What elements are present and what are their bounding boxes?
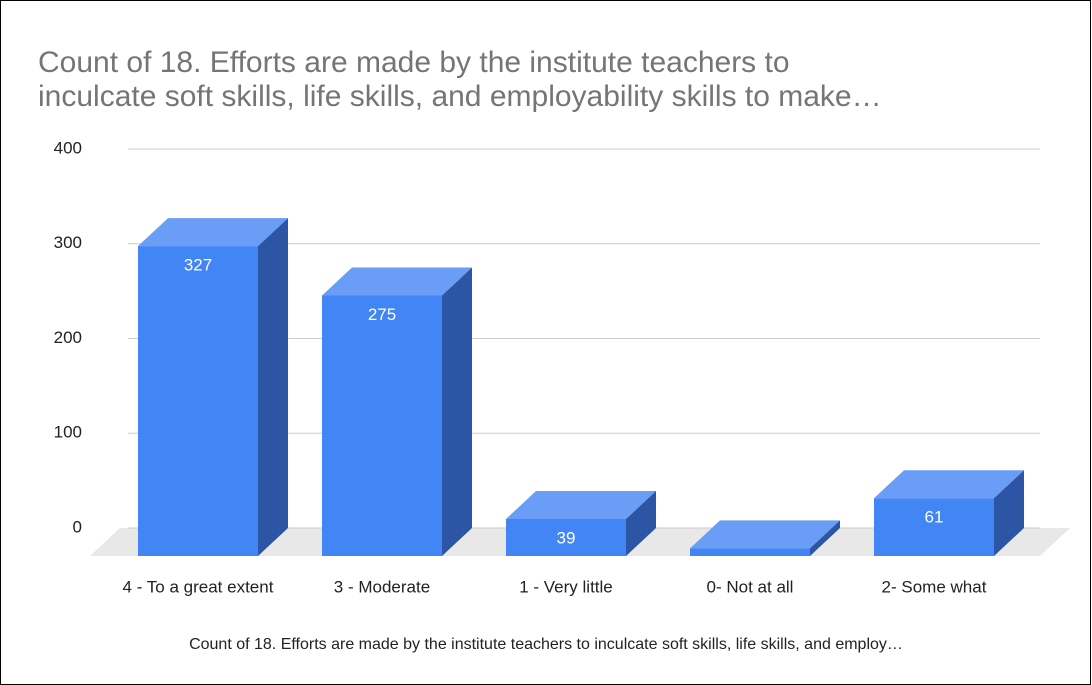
x-tick-label: 0- Not at all: [707, 577, 794, 596]
bar-top: [690, 520, 840, 549]
y-tick-label: 100: [54, 423, 82, 442]
bar: [506, 491, 656, 556]
y-tick-label: 400: [54, 138, 82, 157]
data-label: 39: [557, 529, 576, 548]
bar: [874, 470, 1024, 556]
bar-side: [626, 491, 656, 556]
bar: [690, 520, 840, 556]
x-tick-label: 4 - To a great extent: [123, 577, 274, 596]
bar-top: [506, 491, 656, 520]
data-label: 327: [184, 256, 212, 275]
bar-top: [138, 218, 288, 247]
bar-side: [810, 520, 840, 556]
bar: [322, 267, 472, 556]
bar-front: [138, 246, 258, 557]
data-label: 61: [925, 508, 944, 527]
bar-front: [690, 548, 810, 556]
data-label: 8: [760, 522, 769, 541]
x-tick-label: 3 - Moderate: [334, 577, 430, 596]
data-label: 275: [368, 305, 396, 324]
bar-top: [322, 267, 472, 296]
y-tick-label: 300: [54, 233, 82, 252]
x-tick-label: 1 - Very little: [519, 577, 613, 596]
bar-front: [874, 498, 994, 556]
bar-side: [258, 218, 288, 557]
legend-label: Count of 18. Efforts are made by the ins…: [189, 636, 903, 653]
bar-side: [994, 470, 1024, 556]
y-tick-label: 200: [54, 328, 82, 347]
y-tick-label: 0: [73, 517, 82, 536]
chart-title: Count of 18. Efforts are made by the ins…: [38, 46, 790, 79]
bar-front: [322, 295, 442, 556]
bar: [138, 218, 288, 557]
bar-front: [506, 519, 626, 556]
bar-top: [874, 470, 1024, 499]
chart-title: inculcate soft skills, life skills, and …: [38, 80, 882, 113]
bar-side: [442, 267, 472, 556]
x-tick-label: 2- Some what: [882, 577, 987, 596]
